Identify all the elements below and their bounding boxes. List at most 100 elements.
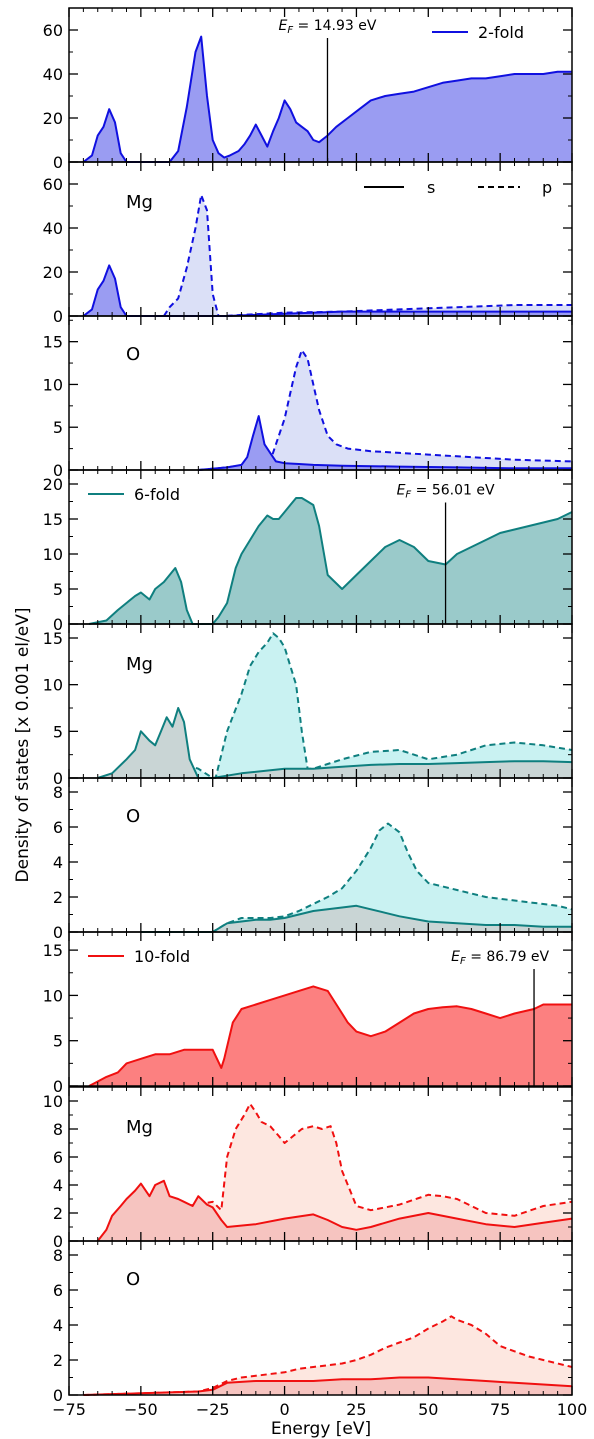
y-tick-label: 2 (53, 1351, 63, 1370)
legend-p-label: p (542, 178, 552, 197)
y-tick-label: 2 (53, 888, 63, 907)
x-tick-label: 0 (279, 1400, 289, 1419)
y-tick-label: 8 (53, 1120, 63, 1139)
y-tick-label: 15 (43, 510, 63, 529)
panel-4: 0 5 10 15 20 EF = 56.01 eV 6-fold (43, 469, 573, 634)
element-label: O (126, 344, 140, 365)
y-tick-label: 10 (43, 545, 63, 564)
y-tick-label: 5 (53, 722, 63, 741)
y-tick-label: 4 (53, 853, 63, 872)
series-p-area (83, 1316, 573, 1395)
y-tick-label: 8 (53, 1246, 63, 1265)
y-tick-label: 6 (53, 818, 63, 837)
y-tick-label: 40 (43, 65, 63, 84)
legend-label: 6-fold (134, 485, 180, 504)
panel-3: 0 5 10 15 O (43, 315, 573, 480)
y-tick-label: 0 (53, 153, 63, 172)
legend-label: 2-fold (478, 23, 524, 42)
series-10-fold-line (88, 985, 572, 1087)
y-tick-label: 60 (43, 175, 63, 194)
panel-1: 0 20 40 60 EF = 14.93 eV 2-fold (43, 7, 573, 172)
element-label: Mg (126, 1117, 153, 1138)
y-tick-label: 0 (53, 1077, 63, 1096)
panel-frame (68, 161, 573, 317)
series-6-fold-line (88, 497, 573, 625)
y-tick-label: 0 (53, 307, 63, 326)
x-tick-label: 100 (557, 1400, 588, 1419)
series-p-area (163, 195, 572, 316)
y-tick-label: 0 (53, 1386, 63, 1405)
y-tick-label: 0 (53, 769, 63, 788)
x-tick-label: 75 (490, 1400, 510, 1419)
panel-7: 0 5 10 15 EF = 86.79 eV 10-fold (43, 931, 573, 1096)
y-tick-label: 2 (53, 1204, 63, 1223)
y-tick-label: 15 (43, 629, 63, 648)
y-tick-label: 15 (43, 941, 63, 960)
series-s-area (97, 1180, 572, 1241)
legend-s-label: s (427, 178, 435, 197)
series-s-area (83, 1377, 573, 1395)
y-tick-label: 0 (53, 1232, 63, 1251)
element-label: O (126, 806, 140, 827)
y-tick-label: 20 (43, 263, 63, 282)
series-p-area (198, 350, 573, 470)
element-label: Mg (126, 654, 153, 675)
y-tick-label: 0 (53, 923, 63, 942)
y-tick-label: 6 (53, 1148, 63, 1167)
x-tick-label: 50 (418, 1400, 438, 1419)
panel-2: 0 20 40 60 Mg s p (43, 161, 573, 326)
series-s-area (140, 905, 572, 932)
series-p-line (97, 632, 573, 779)
y-axis-label: Density of states [x 0.001 el/eV] (13, 608, 33, 883)
y-tick-label: 4 (53, 1316, 63, 1335)
y-tick-label: 10 (43, 986, 63, 1005)
y-tick-label: 15 (43, 333, 63, 352)
series-s-line (96, 1179, 573, 1242)
series-p-area (140, 823, 572, 932)
series-p-line (97, 1102, 573, 1242)
series-s-area (97, 708, 572, 778)
fermi-energy-label: EF = 56.01 eV (397, 483, 495, 501)
series-s-line (198, 415, 572, 471)
series-10-fold-area (89, 986, 572, 1086)
y-tick-label: 4 (53, 1176, 63, 1195)
panel-6: 0 2 4 6 8 O (53, 777, 573, 942)
y-tick-label: 0 (53, 461, 63, 480)
y-tick-label: 0 (53, 615, 63, 634)
y-tick-label: 20 (43, 109, 63, 128)
panel-frame (68, 1240, 573, 1396)
panel-9: −75 −50 −25 0 25 50 75 100 0 2 4 6 8 O (52, 1240, 588, 1419)
series-p-line (140, 822, 573, 933)
x-axis-label: Energy [eV] (271, 1419, 371, 1439)
y-tick-label: 20 (43, 475, 63, 494)
series-p-line (198, 349, 573, 471)
element-label: O (126, 1269, 140, 1290)
series-s-line (83, 1376, 573, 1396)
x-tick-label: −75 (52, 1400, 86, 1419)
y-tick-label: 5 (53, 1032, 63, 1051)
y-tick-label: 5 (53, 580, 63, 599)
series-p-line (163, 194, 572, 317)
fermi-energy-label: EF = 86.79 eV (451, 949, 549, 967)
panel-8: 0 2 4 6 8 10 Mg (43, 1086, 573, 1251)
fermi-energy-label: EF = 14.93 eV (278, 18, 376, 36)
panel-frame (68, 931, 573, 1087)
series-p-line (83, 1315, 573, 1396)
panel-5: 0 5 10 15 Mg (43, 623, 573, 788)
series-2-fold-area (83, 36, 573, 162)
series-p-area (97, 1103, 572, 1241)
y-tick-label: 10 (43, 676, 63, 695)
x-tick-label: −50 (124, 1400, 158, 1419)
y-tick-label: 6 (53, 1281, 63, 1300)
element-label: Mg (126, 192, 153, 213)
y-tick-label: 10 (43, 1092, 63, 1111)
y-tick-label: 5 (53, 418, 63, 437)
series-s-line (140, 904, 572, 933)
legend-label: 10-fold (134, 947, 190, 966)
x-tick-label: −25 (196, 1400, 230, 1419)
y-tick-label: 8 (53, 783, 63, 802)
series-6-fold-area (89, 498, 572, 624)
x-tick-label: 25 (346, 1400, 366, 1419)
